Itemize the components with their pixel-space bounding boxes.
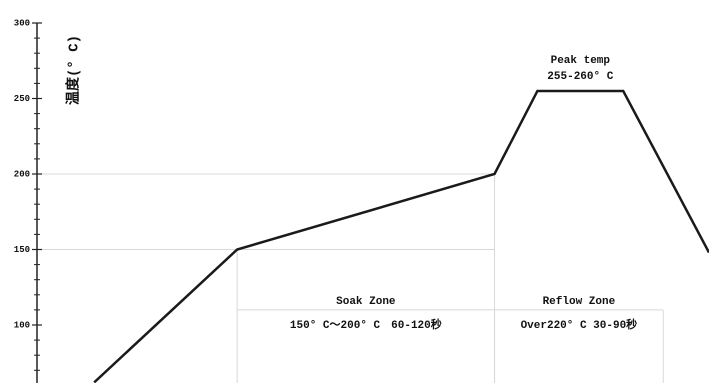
zone-detail: Over220° C 30-90秒 bbox=[521, 317, 638, 332]
y-tick-label: 150 bbox=[14, 245, 30, 255]
profile-line bbox=[93, 89, 709, 383]
zone-title: Reflow Zone bbox=[543, 296, 616, 308]
zone-title: Soak Zone bbox=[336, 296, 396, 308]
y-tick-label: 300 bbox=[14, 18, 30, 28]
y-tick-label: 200 bbox=[14, 169, 30, 179]
zone-detail: 150° C～200° C 60-120秒 bbox=[290, 317, 442, 332]
y-tick-label: 100 bbox=[14, 320, 30, 330]
y-tick-label: 250 bbox=[14, 94, 30, 104]
y-axis-label: 温度(° C) bbox=[65, 35, 83, 105]
peak-title: Peak temp bbox=[551, 55, 611, 67]
peak-detail: 255-260° C bbox=[547, 71, 613, 83]
